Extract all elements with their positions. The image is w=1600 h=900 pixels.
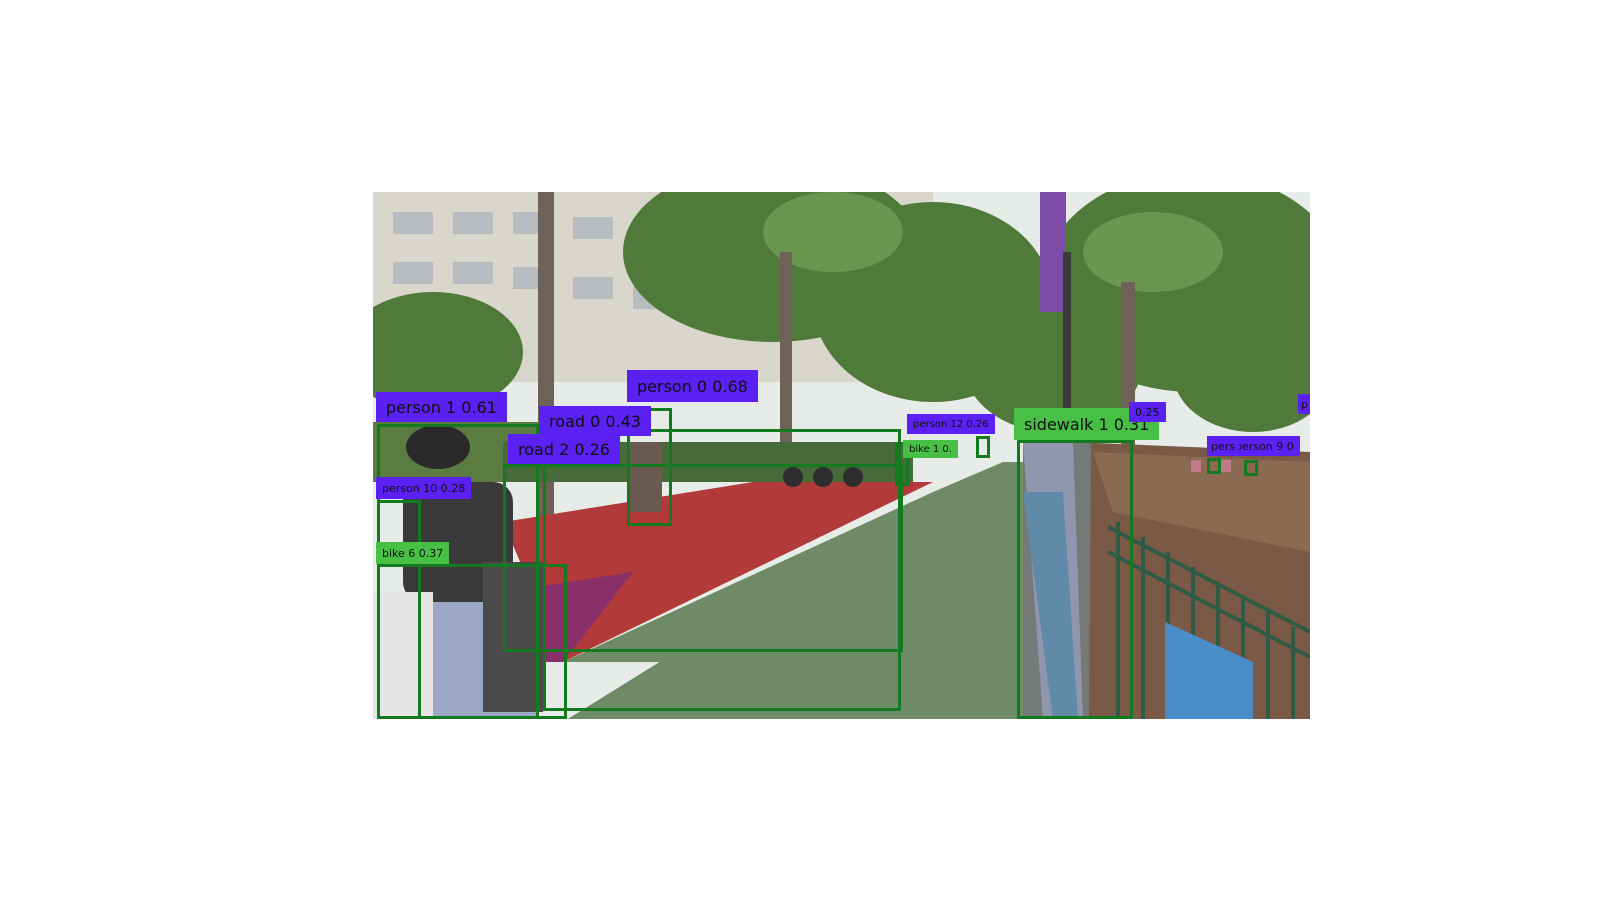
label-person-pers: pers bbox=[1207, 436, 1240, 456]
bbox-road-2 bbox=[503, 464, 903, 652]
label-bike-1: bike 1 0. bbox=[903, 440, 958, 458]
scene-photo bbox=[373, 192, 1310, 719]
bbox-road-0 bbox=[543, 429, 901, 711]
label-bike-6: bike 6 0.37 bbox=[376, 542, 450, 564]
label-person-10: person 10 0.28 bbox=[376, 477, 472, 499]
label-sidewalk-1: sidewalk 1 0.31 bbox=[1014, 408, 1160, 440]
bbox-bike-6 bbox=[377, 564, 567, 719]
bbox-person-12 bbox=[895, 442, 909, 486]
label-person-9: person 9 0 bbox=[1229, 436, 1300, 456]
label-person-0: person 0 0.68 bbox=[627, 370, 758, 402]
label-road-0: road 0 0.43 bbox=[539, 406, 651, 436]
street-scene-image: person 1 0.61 person 0 0.68 road 0 0.43 … bbox=[373, 192, 1310, 719]
bbox-sidewalk-1 bbox=[1017, 440, 1133, 719]
label-person-p: p bbox=[1298, 394, 1310, 414]
label-road-2: road 2 0.26 bbox=[508, 434, 620, 464]
label-person-1: person 1 0.61 bbox=[376, 392, 507, 422]
bbox-person-pers bbox=[1207, 458, 1221, 474]
label-score-025: 0.25 bbox=[1129, 402, 1166, 422]
bbox-person-9 bbox=[1244, 460, 1258, 476]
bbox-bike-1 bbox=[976, 436, 990, 458]
label-person-12: person 12 0.26 bbox=[907, 414, 995, 434]
